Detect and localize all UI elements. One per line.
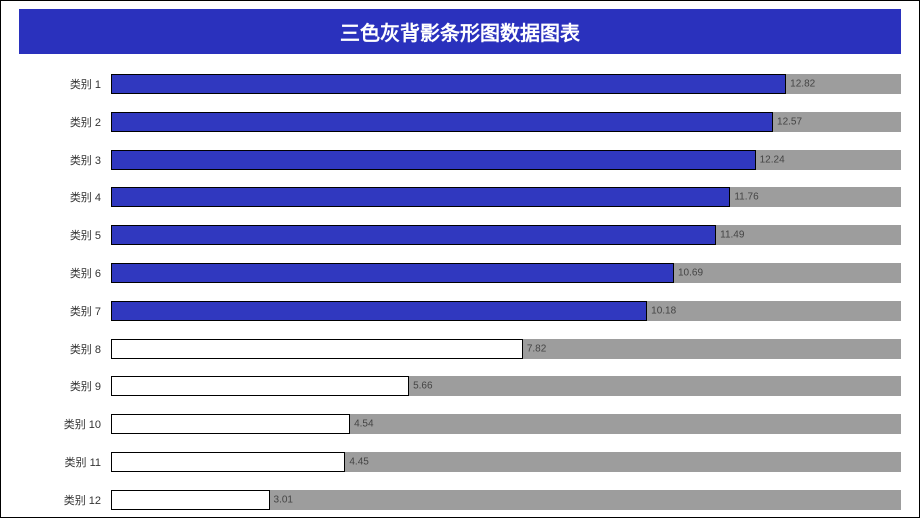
bar [111, 112, 773, 132]
bar-track: 4.54 [111, 414, 901, 434]
bar-row: 类别 10 4.54 [19, 409, 901, 439]
value-label: 12.57 [773, 116, 802, 127]
value-label: 3.01 [270, 494, 293, 505]
bar [111, 301, 647, 321]
value-label: 10.69 [674, 267, 703, 278]
category-label: 类别 10 [19, 416, 111, 432]
category-label: 类别 1 [19, 76, 111, 92]
value-label: 4.54 [350, 419, 373, 430]
bar [111, 490, 270, 510]
bar-track: 12.24 [111, 150, 901, 170]
bar [111, 414, 350, 434]
bar [111, 263, 674, 283]
chart-title: 三色灰背影条形图数据图表 [19, 9, 901, 54]
category-label: 类别 4 [19, 189, 111, 205]
bar-track: 11.49 [111, 225, 901, 245]
bar [111, 339, 523, 359]
category-label: 类别 9 [19, 378, 111, 394]
bar-track: 10.18 [111, 301, 901, 321]
bar-track: 11.76 [111, 187, 901, 207]
category-label: 类别 8 [19, 341, 111, 357]
category-label: 类别 2 [19, 114, 111, 130]
bar-row: 类别 12 3.01 [19, 485, 901, 515]
value-label: 12.24 [756, 154, 785, 165]
bar [111, 452, 345, 472]
category-label: 类别 11 [19, 454, 111, 470]
value-label: 5.66 [409, 381, 432, 392]
bar-track: 5.66 [111, 376, 901, 396]
category-label: 类别 3 [19, 152, 111, 168]
value-label: 10.18 [647, 305, 676, 316]
category-label: 类别 6 [19, 265, 111, 281]
value-label: 11.49 [716, 230, 744, 241]
chart-container: 三色灰背影条形图数据图表 类别 1 12.82 类别 2 12.57 类别 3 12.24… [0, 0, 920, 518]
bar-row: 类别 2 12.57 [19, 107, 901, 137]
bar [111, 150, 756, 170]
bar [111, 187, 730, 207]
bar-row: 类别 1 12.82 [19, 69, 901, 99]
bar-row: 类别 6 10.69 [19, 258, 901, 288]
value-label: 7.82 [523, 343, 546, 354]
bar-row: 类别 8 7.82 [19, 334, 901, 364]
bar-row: 类别 3 12.24 [19, 145, 901, 175]
bar-row: 类别 9 5.66 [19, 371, 901, 401]
bar [111, 225, 716, 245]
bar-row: 类别 4 11.76 [19, 182, 901, 212]
bar-track: 12.82 [111, 74, 901, 94]
value-label: 4.45 [345, 456, 368, 467]
bar [111, 376, 409, 396]
value-label: 11.76 [730, 192, 758, 203]
chart-plot-area: 类别 1 12.82 类别 2 12.57 类别 3 12.24 类别 4 11.76 类别 5… [19, 69, 901, 499]
value-label: 12.82 [786, 79, 815, 90]
bar-track: 12.57 [111, 112, 901, 132]
category-label: 类别 7 [19, 303, 111, 319]
bar-row: 类别 5 11.49 [19, 220, 901, 250]
bar-row: 类别 11 4.45 [19, 447, 901, 477]
bar-row: 类别 7 10.18 [19, 296, 901, 326]
bar-track: 10.69 [111, 263, 901, 283]
category-label: 类别 12 [19, 492, 111, 508]
bar-track: 7.82 [111, 339, 901, 359]
bar [111, 74, 786, 94]
bar-track: 4.45 [111, 452, 901, 472]
category-label: 类别 5 [19, 227, 111, 243]
bar-track: 3.01 [111, 490, 901, 510]
